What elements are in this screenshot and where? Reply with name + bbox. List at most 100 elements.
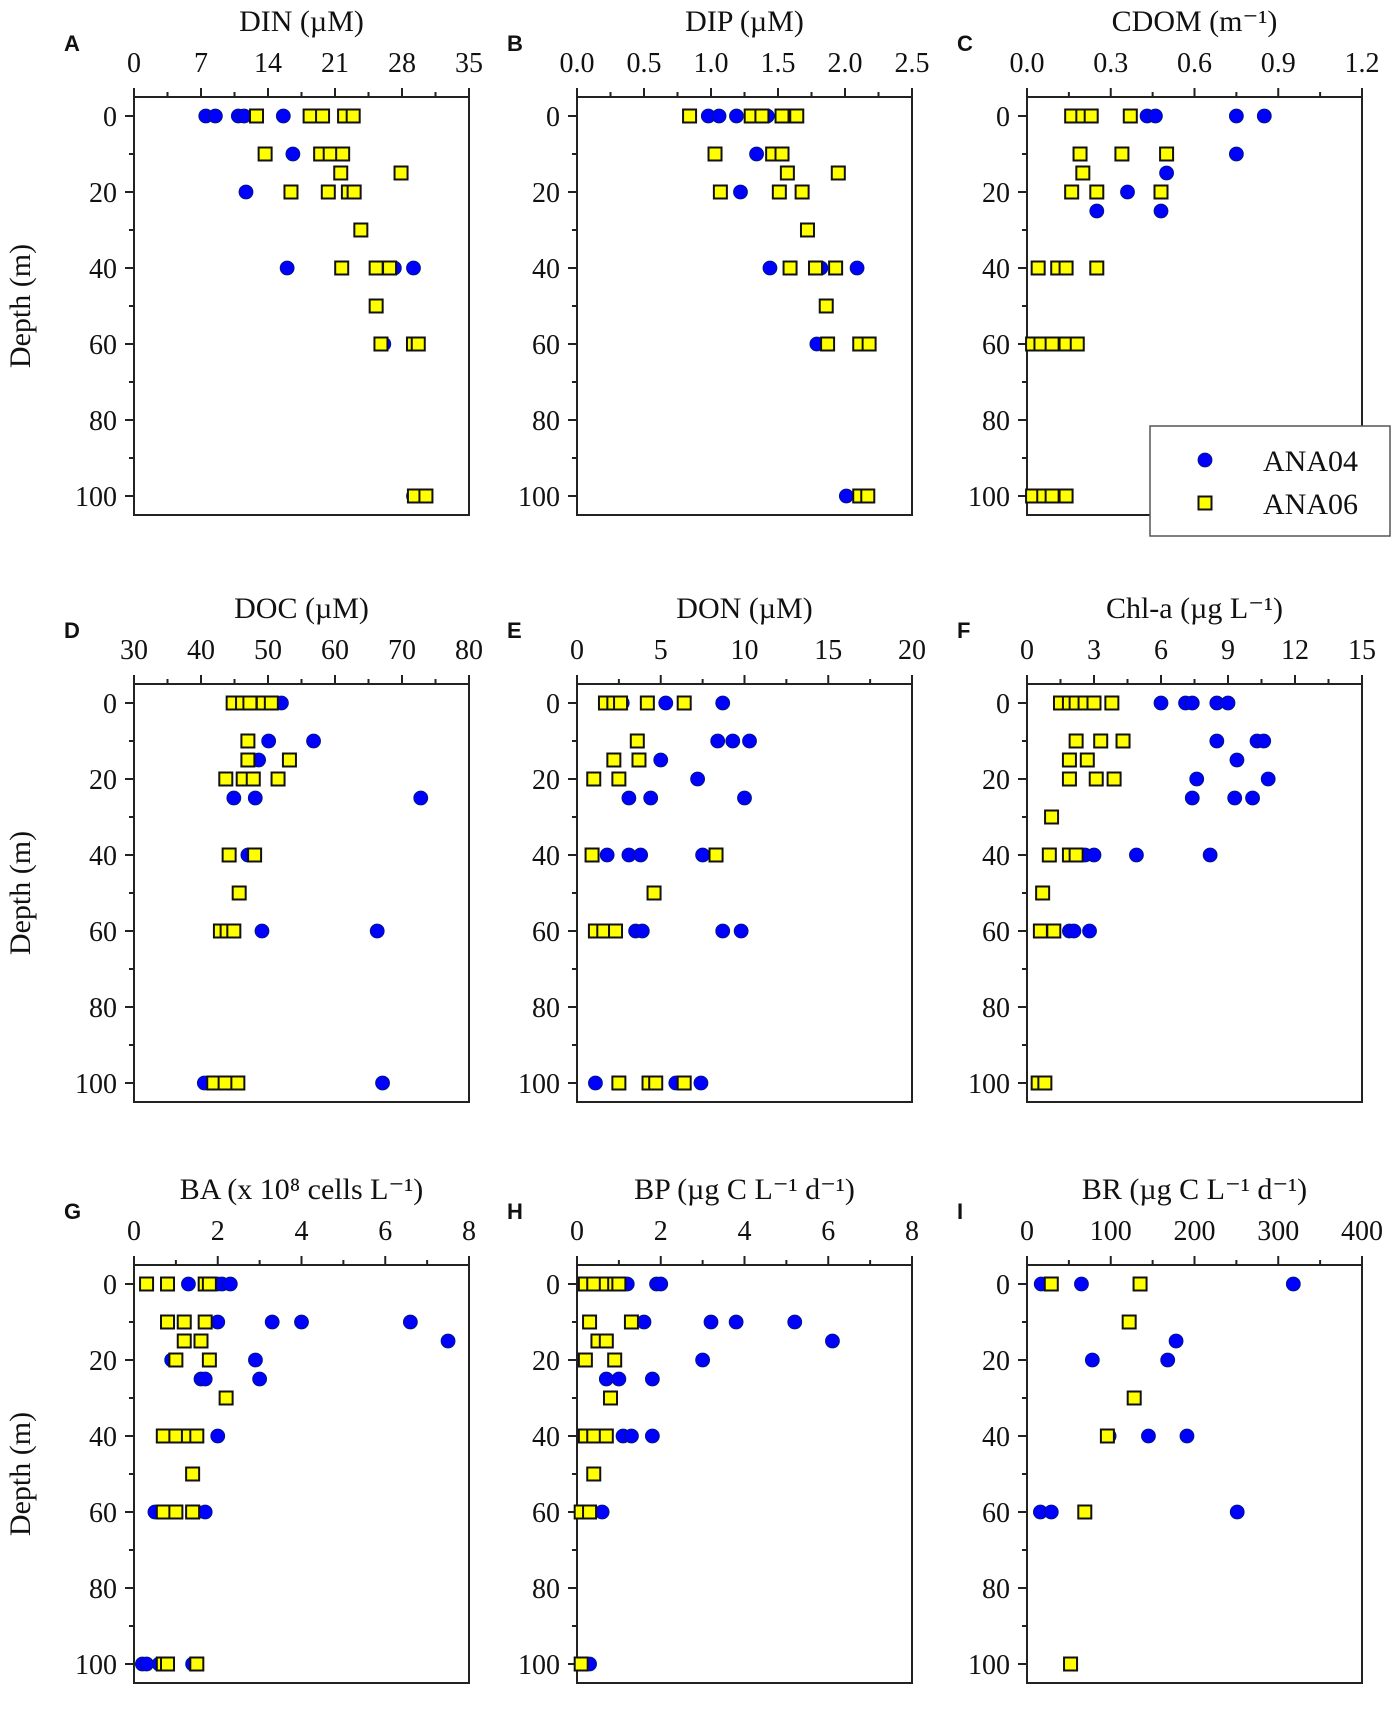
- data-point-ana06: [1043, 1276, 1059, 1292]
- data-point-ana04: [1148, 108, 1163, 124]
- data-point-ana06: [629, 733, 645, 749]
- y-tick-label: 40: [982, 841, 1010, 872]
- data-point-ana04: [690, 771, 705, 787]
- data-point-ana04: [1153, 203, 1169, 219]
- data-point-ana06: [611, 1276, 627, 1292]
- data-point-ana06: [603, 1390, 618, 1406]
- panel-title: DIP (µM): [685, 5, 804, 38]
- data-point-ana04: [139, 1656, 154, 1672]
- y-tick-label: 20: [982, 765, 1010, 796]
- y-tick-label: 80: [89, 406, 117, 437]
- data-point-ana04: [693, 1075, 709, 1091]
- legend-label-ana04: ANA04: [1263, 445, 1358, 478]
- data-point-ana06: [782, 260, 798, 276]
- x-tick-label: 35: [455, 48, 483, 79]
- y-axis-label: Depth (m): [4, 244, 37, 368]
- plot-frame: [133, 96, 470, 516]
- data-point-ana06: [410, 336, 426, 352]
- data-point-ana04: [611, 1371, 627, 1387]
- data-point-ana06: [345, 108, 361, 124]
- data-point-ana04: [715, 695, 731, 711]
- data-point-ana06: [598, 1428, 614, 1444]
- data-point-ana06: [586, 771, 602, 787]
- legend-marker-ana04: [1197, 452, 1213, 468]
- data-point-ana04: [1245, 790, 1260, 806]
- data-point-ana06: [707, 146, 723, 162]
- data-point-ana06: [353, 222, 369, 238]
- data-point-ana06: [160, 1276, 175, 1292]
- x-tick-label: 0: [1020, 635, 1034, 666]
- data-point-ana06: [240, 752, 256, 768]
- x-tick-label: 0: [127, 1216, 141, 1247]
- data-point-ana06: [1063, 1656, 1079, 1672]
- data-point-ana04: [644, 1428, 660, 1444]
- data-point-ana04: [725, 733, 741, 749]
- y-tick-label: 20: [89, 178, 117, 209]
- data-point-ana04: [252, 1371, 268, 1387]
- data-point-ana04: [1228, 146, 1244, 162]
- data-point-ana06: [712, 184, 728, 200]
- data-point-ana04: [737, 790, 752, 806]
- data-point-ana04: [406, 260, 421, 276]
- data-point-ana04: [1043, 1504, 1059, 1520]
- y-tick-label: 40: [89, 1422, 117, 1453]
- panel-title: DIN (µM): [239, 5, 364, 38]
- plot-frame: [1026, 1264, 1363, 1684]
- data-point-ana06: [231, 885, 247, 901]
- data-point-ana04: [279, 260, 295, 276]
- panel-title: DOC (µM): [234, 592, 369, 625]
- y-tick-label: 0: [546, 102, 560, 133]
- data-point-ana04: [1285, 1276, 1301, 1292]
- y-tick-label: 60: [532, 917, 560, 948]
- data-point-ana04: [825, 1333, 840, 1349]
- x-tick-label: 0: [570, 1216, 584, 1247]
- data-point-ana04: [787, 1314, 803, 1330]
- x-tick-label: 14: [254, 48, 282, 79]
- x-tick-label: 100: [1090, 1216, 1132, 1247]
- legend-box: [1149, 425, 1391, 537]
- data-point-ana06: [1104, 695, 1120, 711]
- data-point-ana06: [573, 1656, 589, 1672]
- y-tick-label: 60: [89, 1498, 117, 1529]
- panel-letter: A: [64, 31, 80, 56]
- data-point-ana06: [302, 108, 318, 124]
- data-point-ana04: [1153, 695, 1169, 711]
- x-tick-label: 4: [738, 1216, 752, 1247]
- panel-f: Chl-a (µg L⁻¹) F 0 3 6 9 12 15 0 20 40 60 80 100: [957, 592, 1376, 1103]
- data-point-ana06: [1093, 733, 1109, 749]
- data-point-ana06: [1099, 1428, 1115, 1444]
- data-point-ana04: [653, 1276, 669, 1292]
- data-point-ana06: [249, 108, 265, 124]
- panel-e: DON (µM) E 0 5 10 15 20 0 20 40 60 80 100: [507, 592, 926, 1103]
- data-point-ana04: [1066, 923, 1082, 939]
- data-point-ana04: [1220, 695, 1236, 711]
- data-point-ana04: [653, 752, 669, 768]
- y-tick-label: 60: [89, 330, 117, 361]
- y-tick-label: 0: [996, 689, 1010, 720]
- data-point-ana06: [586, 1466, 602, 1482]
- data-point-ana04: [710, 733, 726, 749]
- data-point-ana06: [1088, 771, 1104, 787]
- data-point-ana04: [440, 1333, 456, 1349]
- panel-letter: B: [507, 31, 523, 56]
- data-point-ana06: [160, 1314, 175, 1330]
- data-point-ana06: [263, 695, 279, 711]
- data-point-ana06: [861, 336, 877, 352]
- x-tick-label: 5: [654, 635, 668, 666]
- data-point-ana04: [1159, 165, 1174, 181]
- data-point-ana04: [402, 1314, 418, 1330]
- data-point-ana04: [695, 1352, 711, 1368]
- y-tick-label: 80: [982, 1574, 1010, 1605]
- data-point-ana06: [373, 336, 389, 352]
- x-tick-label: 0: [570, 635, 584, 666]
- data-point-ana06: [830, 165, 846, 181]
- x-tick-label: 2.0: [828, 48, 863, 79]
- data-point-ana06: [1058, 488, 1074, 504]
- data-point-ana04: [1256, 733, 1272, 749]
- y-tick-label: 100: [968, 1650, 1010, 1681]
- data-point-ana06: [1041, 847, 1057, 863]
- data-point-ana06: [611, 1075, 627, 1091]
- data-point-ana06: [860, 488, 876, 504]
